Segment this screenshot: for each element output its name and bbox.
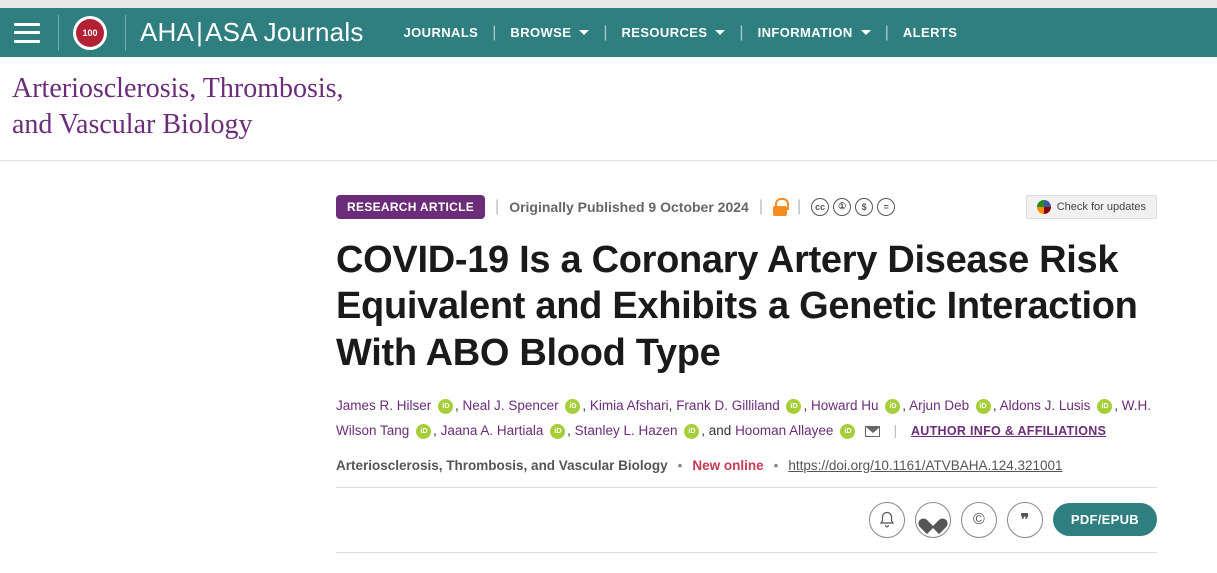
author-and: and (709, 423, 732, 438)
author-info-link[interactable]: AUTHOR INFO & AFFILIATIONS (911, 424, 1106, 438)
dot-separator: • (678, 458, 683, 473)
license-icons[interactable]: cc ① $ = (811, 198, 895, 216)
nav-separator: | (492, 24, 496, 42)
chevron-down-icon (579, 30, 589, 35)
open-access-icon (773, 198, 787, 216)
journal-title[interactable]: Arteriosclerosis, Thrombosis, and Vascul… (12, 71, 1205, 144)
nav-separator: | (739, 24, 743, 42)
alert-bell-button[interactable] (869, 502, 905, 538)
author-link[interactable]: Aldons J. Lusis (1000, 398, 1091, 413)
nav-label: ALERTS (903, 25, 957, 40)
orcid-icon[interactable] (885, 399, 900, 414)
pdf-label: PDF/EPUB (1071, 512, 1139, 527)
nav-label: BROWSE (510, 25, 571, 40)
author-link[interactable]: Howard Hu (811, 398, 879, 413)
cc-icon: cc (811, 198, 829, 216)
chevron-down-icon (861, 30, 871, 35)
meta-separator: | (797, 198, 801, 216)
orcid-icon[interactable] (976, 399, 991, 414)
author-link[interactable]: Arjun Deb (909, 398, 969, 413)
top-navbar: 100 AHA|ASA Journals JOURNALS | BROWSE |… (0, 0, 1217, 57)
article-container: RESEARCH ARTICLE | Originally Published … (0, 161, 1217, 573)
orcid-icon[interactable] (416, 424, 431, 439)
cc-by-icon: ① (833, 198, 851, 216)
divider (336, 487, 1157, 488)
cc-nd-icon: = (877, 198, 895, 216)
journal-title-bar: Arteriosclerosis, Thrombosis, and Vascul… (0, 57, 1217, 161)
separator (58, 15, 59, 51)
journal-title-line2: and Vascular Biology (12, 109, 253, 140)
author-link[interactable]: Hooman Allayee (735, 423, 833, 438)
nav-separator: | (885, 24, 889, 42)
brand-pipe: | (196, 17, 203, 47)
nav-browse[interactable]: BROWSE (506, 25, 593, 40)
nav-label: JOURNALS (404, 25, 479, 40)
author-link[interactable]: Stanley L. Hazen (575, 423, 678, 438)
bell-icon (878, 511, 896, 529)
author-link[interactable]: Neal J. Spencer (463, 398, 559, 413)
publication-row: Arteriosclerosis, Thrombosis, and Vascul… (336, 458, 1157, 473)
orcid-icon[interactable] (684, 424, 699, 439)
crossmark-icon (1037, 200, 1051, 214)
check-updates-button[interactable]: Check for updates (1026, 195, 1157, 219)
separator (125, 15, 126, 51)
orcid-icon[interactable] (840, 424, 855, 439)
brand-left: AHA (140, 17, 194, 47)
brand-title[interactable]: AHA|ASA Journals (140, 17, 364, 48)
author-link[interactable]: Frank D. Gilliland (676, 398, 780, 413)
article-actions: + © ❞ PDF/EPUB (336, 502, 1157, 538)
publish-date: Originally Published 9 October 2024 (509, 199, 749, 215)
chevron-down-icon (715, 30, 725, 35)
nav-resources[interactable]: RESOURCES (617, 25, 729, 40)
author-link[interactable]: James R. Hilser (336, 398, 431, 413)
aha-logo-text: 100 (76, 19, 104, 47)
brand-right: ASA Journals (205, 17, 364, 47)
nav-separator: | (603, 24, 607, 42)
meta-separator: | (495, 198, 499, 216)
dot-separator: • (774, 458, 779, 473)
favorite-button[interactable]: + (915, 502, 951, 538)
aha-logo[interactable]: 100 (73, 16, 107, 50)
nav-label: RESOURCES (621, 25, 707, 40)
cite-button[interactable]: ❞ (1007, 502, 1043, 538)
article-type-badge: RESEARCH ARTICLE (336, 195, 485, 219)
copyright-icon: © (973, 511, 985, 529)
orcid-icon[interactable] (438, 399, 453, 414)
meta-separator: | (759, 198, 763, 216)
orcid-icon[interactable] (550, 424, 565, 439)
orcid-icon[interactable] (565, 399, 580, 414)
authors-list: James R. Hilser , Neal J. Spencer , Kimi… (336, 394, 1157, 444)
check-updates-label: Check for updates (1057, 201, 1146, 213)
affil-separator: | (894, 423, 898, 438)
menu-hamburger-icon[interactable] (14, 23, 40, 43)
nav-information[interactable]: INFORMATION (754, 25, 875, 40)
article-meta-row: RESEARCH ARTICLE | Originally Published … (336, 195, 1157, 219)
article-title: COVID-19 Is a Coronary Artery Disease Ri… (336, 237, 1157, 376)
cc-nc-icon: $ (855, 198, 873, 216)
heart-icon: + (924, 512, 942, 528)
nav-label: INFORMATION (758, 25, 853, 40)
orcid-icon[interactable] (786, 399, 801, 414)
divider (336, 552, 1157, 553)
permissions-button[interactable]: © (961, 502, 997, 538)
nav-journals[interactable]: JOURNALS (400, 25, 483, 40)
plus-icon: + (935, 521, 945, 531)
pub-journal: Arteriosclerosis, Thrombosis, and Vascul… (336, 458, 668, 473)
pdf-epub-button[interactable]: PDF/EPUB (1053, 503, 1157, 536)
email-icon[interactable] (865, 426, 880, 437)
doi-link[interactable]: https://doi.org/10.1161/ATVBAHA.124.3210… (788, 458, 1062, 473)
pub-status: New online (692, 458, 763, 473)
orcid-icon[interactable] (1097, 399, 1112, 414)
author-link[interactable]: Jaana A. Hartiala (441, 423, 544, 438)
top-nav: JOURNALS | BROWSE | RESOURCES | INFORMAT… (400, 24, 962, 42)
nav-alerts[interactable]: ALERTS (899, 25, 961, 40)
quote-icon: ❞ (1021, 510, 1030, 530)
author-link[interactable]: Kimia Afshari (590, 398, 669, 413)
journal-title-line1: Arteriosclerosis, Thrombosis, (12, 73, 344, 104)
